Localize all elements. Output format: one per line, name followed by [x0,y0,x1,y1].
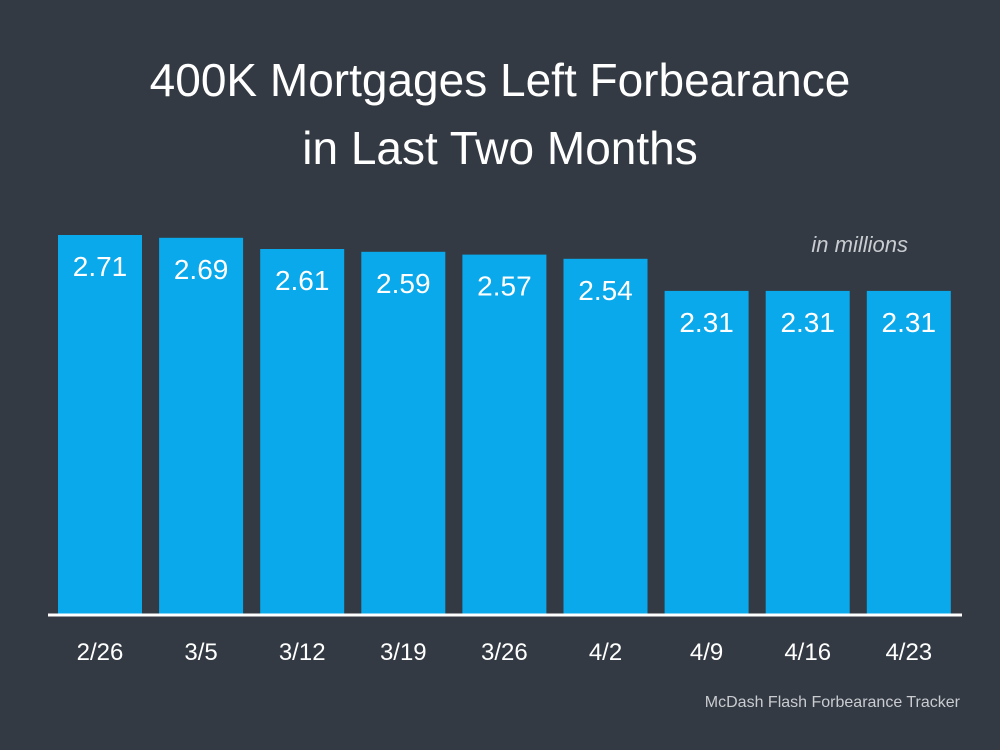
data-label-4/9: 2.31 [679,307,734,338]
chart-title-line-2: in Last Two Months [302,122,698,174]
x-tick-label-3/5: 3/5 [184,639,217,666]
bar-4/16 [765,290,850,614]
x-tick-label-2/26: 2/26 [77,639,124,666]
bar-3/26 [462,254,547,614]
bar-4/9 [664,290,749,614]
x-tick-label-3/26: 3/26 [481,639,528,666]
chart-title: 400K Mortgages Left Forbearance in Last … [0,46,1000,182]
bar-4/23 [866,290,951,614]
x-tick-label-3/12: 3/12 [279,639,326,666]
data-label-4/16: 2.31 [780,307,835,338]
bar-4/2 [563,258,648,614]
x-tick-label-4/16: 4/16 [784,639,831,666]
bar-3/5 [159,237,244,615]
data-label-3/19: 2.59 [376,268,431,299]
x-tick-label-4/9: 4/9 [690,639,723,666]
bar-3/12 [260,249,345,614]
data-label-4/2: 2.54 [578,275,633,306]
unit-note: in millions [811,232,908,257]
data-label-3/12: 2.61 [275,265,330,296]
bar-2/26 [58,235,142,614]
data-label-3/5: 2.69 [174,254,229,285]
x-tick-label-4/23: 4/23 [885,639,932,666]
bar-3/19 [361,251,446,615]
data-label-3/26: 2.57 [477,271,532,302]
data-label-2/26: 2.71 [73,251,128,282]
x-tick-label-3/19: 3/19 [380,639,427,666]
chart-title-line-1: 400K Mortgages Left Forbearance [149,54,851,106]
source-note: McDash Flash Forbearance Tracker [704,694,960,711]
data-label-4/23: 2.31 [882,307,937,338]
x-tick-label-4/2: 4/2 [589,639,622,666]
